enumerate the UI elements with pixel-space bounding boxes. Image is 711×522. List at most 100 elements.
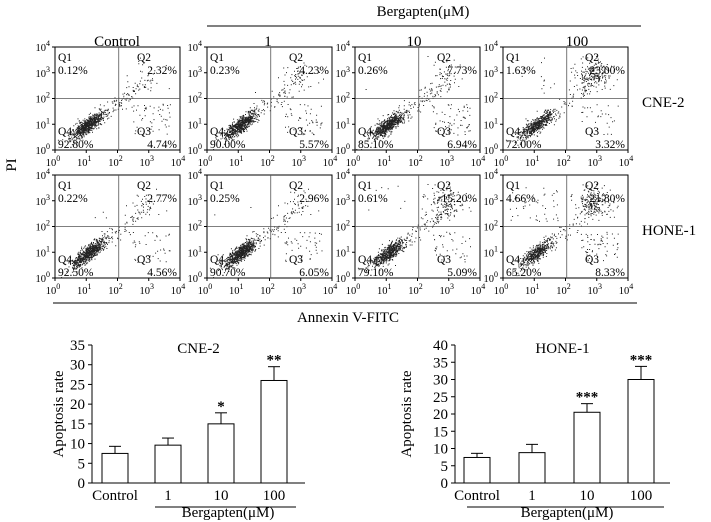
flow-event-dots: [57, 57, 171, 146]
flow-x-tick-label: 102: [556, 154, 571, 169]
dose-header-1: 1: [264, 34, 272, 50]
quadrant-q4-value: 90.70%: [210, 267, 246, 279]
quadrant-q3-value: 6.05%: [299, 267, 329, 279]
bar-chart-y-tick-label: 25: [70, 377, 85, 393]
flow-x-tick-label: 104: [471, 282, 486, 297]
flow-x-tick-label: 100: [494, 282, 509, 297]
flow-x-tick-label: 104: [171, 282, 186, 297]
quadrant-q3-name: Q3: [137, 126, 151, 138]
flow-event-dots: [213, 62, 324, 150]
bar-chart-y-tick-label: 35: [70, 338, 85, 354]
row-label-cne2: CNE-2: [642, 95, 685, 111]
quadrant-q1-value: 1.63%: [506, 65, 536, 77]
bar-category-label: 100: [630, 488, 653, 504]
quadrant-q4-name: Q4: [210, 126, 224, 138]
flow-y-tick-label: 104: [36, 39, 51, 54]
bar-chart-y-tick-label: 35: [433, 355, 448, 371]
flow-x-tick-label: 101: [77, 154, 92, 169]
bar-chart-y-tick-label: 25: [433, 390, 448, 406]
flow-event-dots: [356, 53, 471, 150]
flow-panel-dots: [509, 183, 619, 277]
bar-100: [260, 379, 288, 484]
quadrant-q4-value: 90.00%: [210, 139, 246, 151]
quadrant-q1-name: Q1: [358, 180, 372, 192]
quadrant-q1-value: 0.26%: [358, 65, 388, 77]
flow-x-tick-label: 101: [525, 154, 540, 169]
flow-y-tick-label: 100: [484, 142, 499, 157]
quadrant-q2-name: Q2: [289, 52, 303, 64]
flow-y-tick-label: 103: [484, 65, 499, 80]
flow-x-tick-label: 103: [292, 282, 307, 297]
bar-chart-y-tick-label: 20: [433, 407, 448, 423]
flow-y-tick-label: 103: [484, 193, 499, 208]
quadrant-q4-name: Q4: [58, 126, 72, 138]
quadrant-q2-value: 23.00%: [590, 65, 626, 77]
quadrant-q1-value: 0.12%: [58, 65, 88, 77]
bar-control: [463, 456, 491, 484]
flow-y-tick-label: 100: [336, 270, 351, 285]
flow-x-tick-label: 101: [77, 282, 92, 297]
bar-category-label: Control: [92, 488, 138, 504]
flow-x-tick-label: 104: [323, 154, 338, 169]
flow-y-tick-label: 104: [484, 167, 499, 182]
quadrant-q1-name: Q1: [210, 180, 224, 192]
quadrant-q1-value: 0.22%: [58, 193, 88, 205]
bar-category-label: 1: [164, 488, 172, 504]
significance-marker: **: [267, 353, 282, 369]
quadrant-q4-name: Q4: [506, 254, 520, 266]
flow-x-tick-label: 102: [108, 154, 123, 169]
bar-category-label: 10: [580, 488, 595, 504]
flow-x-tick-label: 102: [408, 282, 423, 297]
control-column-header: Control: [94, 34, 140, 50]
flow-y-tick-label: 101: [36, 116, 51, 131]
flow-panel-dots: [57, 57, 171, 146]
quadrant-q4-name: Q4: [358, 254, 372, 266]
flow-x-tick-label: 100: [198, 282, 213, 297]
quadrant-q1-value: 0.61%: [358, 193, 388, 205]
flow-event-dots: [509, 183, 619, 277]
bar-chart-y-tick-label: 15: [433, 424, 448, 440]
quadrant-q2-value: 2.32%: [147, 65, 177, 77]
quadrant-q4-value: 92.50%: [58, 267, 94, 279]
quadrant-q1-value: 4.66%: [506, 193, 536, 205]
quadrant-q3-name: Q3: [585, 254, 599, 266]
quadrant-q3-value: 6.94%: [447, 139, 477, 151]
bar-category-label: 1: [528, 488, 536, 504]
dose-header-100: 100: [566, 34, 589, 50]
bar-chart-y-tick-label: 20: [70, 397, 85, 413]
flow-x-tick-label: 104: [619, 154, 634, 169]
flow-y-tick-label: 104: [188, 167, 203, 182]
flow-x-tick-label: 100: [46, 154, 61, 169]
quadrant-q1-name: Q1: [358, 52, 372, 64]
bar-chart-x-label: Bergapten(μM): [182, 505, 275, 521]
quadrant-q3-name: Q3: [437, 126, 451, 138]
flow-y-tick-label: 101: [336, 116, 351, 131]
quadrant-q4-value: 72.00%: [506, 139, 542, 151]
flow-event-dots: [209, 188, 323, 278]
flow-panel-dots: [356, 53, 471, 150]
quadrant-q2-name: Q2: [137, 52, 151, 64]
quadrant-q4-name: Q4: [210, 254, 224, 266]
flow-y-tick-label: 101: [336, 244, 351, 259]
flow-y-tick-label: 102: [336, 219, 351, 234]
quadrant-q1-value: 0.23%: [210, 65, 240, 77]
bar-chart-x-label: Bergapten(μM): [521, 505, 614, 521]
quadrant-q2-name: Q2: [289, 180, 303, 192]
flow-x-tick-label: 103: [440, 282, 455, 297]
quadrant-q3-name: Q3: [289, 254, 303, 266]
flow-y-tick-label: 101: [484, 244, 499, 259]
flow-event-dots: [357, 183, 472, 273]
flow-cytometry-panels: Q10.12%Q22.32%Q492.80%Q34.74%10010110210…: [36, 39, 634, 297]
bar-chart-y-label: Apoptosis rate: [51, 370, 67, 457]
flow-x-tick-label: 101: [377, 282, 392, 297]
quadrant-q3-value: 3.32%: [595, 139, 625, 151]
flow-x-tick-label: 103: [140, 282, 155, 297]
quadrant-q4-value: 65.20%: [506, 267, 542, 279]
quadrant-q2-value: 21.80%: [590, 193, 626, 205]
